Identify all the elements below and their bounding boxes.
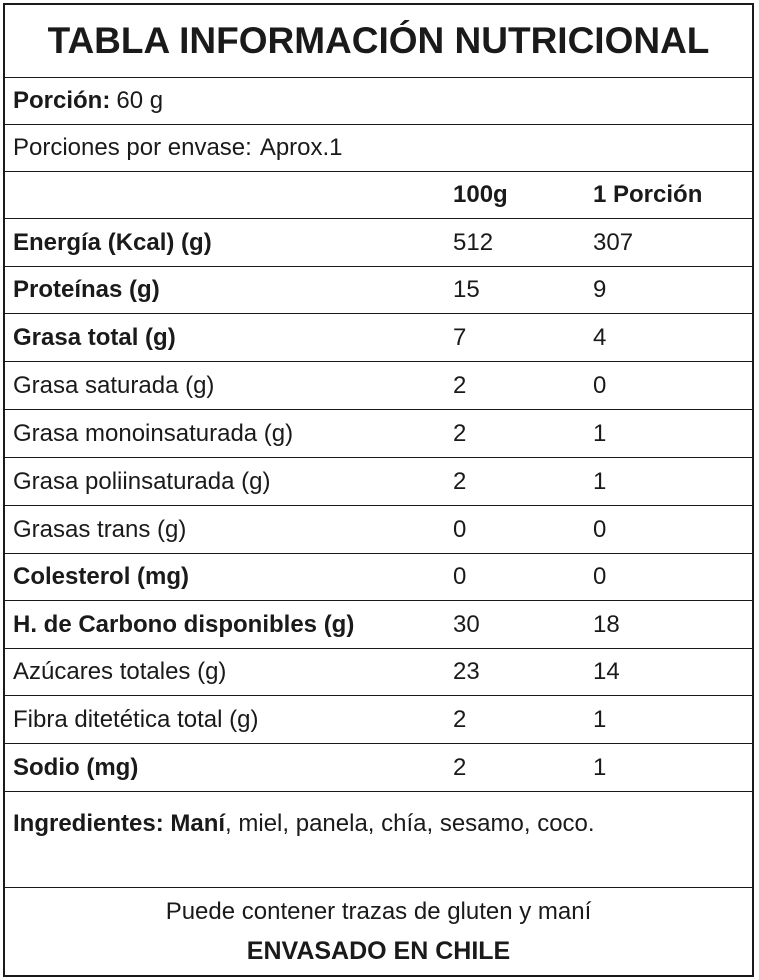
value-portion: 0: [593, 515, 607, 543]
value-portion: 0: [593, 371, 607, 399]
table-row-fiber: Fibra ditetética total (g) 2 1: [5, 696, 752, 744]
table-row-cholesterol: Colesterol (mg) 0 0: [5, 554, 752, 601]
value-portion: 9: [593, 276, 607, 303]
value-100g: 7: [453, 323, 467, 351]
ingredients-first: Maní: [170, 810, 226, 837]
nutrient-name: Energía (Kcal) (g): [13, 228, 212, 256]
nutrient-name: Grasa saturada (g): [13, 371, 215, 399]
table-row-saturated-fat: Grasa saturada (g) 2 0: [5, 362, 752, 410]
column-header-100g: 100g: [453, 181, 508, 208]
value-100g: 2: [453, 705, 467, 733]
servings-label: Porciones por envase:: [13, 134, 252, 161]
value-100g: 2: [453, 753, 467, 781]
portion-value: 60 g: [116, 87, 164, 114]
nutrient-name: Grasa total (g): [13, 323, 176, 351]
servings-value: Aprox.1: [259, 134, 343, 161]
portion-row: Porción: 60 g: [5, 78, 752, 125]
value-100g: 2: [453, 371, 467, 399]
table-row-protein: Proteínas (g) 15 9: [5, 267, 752, 314]
table-row-energy: Energía (Kcal) (g) 512 307: [5, 219, 752, 267]
value-portion: 18: [593, 610, 620, 638]
label-title: TABLA INFORMACIÓN NUTRICIONAL: [5, 5, 752, 78]
nutrition-label: TABLA INFORMACIÓN NUTRICIONAL Porción: 6…: [3, 3, 754, 977]
table-row-sugars: Azúcares totales (g) 23 14: [5, 649, 752, 696]
table-row-monounsaturated-fat: Grasa monoinsaturada (g) 2 1: [5, 410, 752, 458]
table-row-total-fat: Grasa total (g) 7 4: [5, 314, 752, 362]
value-100g: 0: [453, 563, 467, 590]
nutrient-name: Grasa monoinsaturada (g): [13, 419, 294, 447]
ingredients-section: Ingredientes: Maní, miel, panela, chía, …: [5, 792, 752, 888]
value-portion: 4: [593, 323, 607, 351]
value-portion: 0: [593, 563, 607, 590]
value-100g: 15: [453, 276, 480, 303]
servings-row: Porciones por envase: Aprox.1: [5, 125, 752, 172]
nutrient-name: H. de Carbono disponibles (g): [13, 610, 355, 638]
value-portion: 307: [593, 228, 634, 256]
allergen-warning: Puede contener trazas de gluten y maní: [165, 898, 592, 925]
nutrient-name: Grasas trans (g): [13, 515, 187, 543]
value-portion: 1: [593, 705, 607, 733]
column-header-portion: 1 Porción: [593, 181, 703, 208]
table-header-row: 100g 1 Porción: [5, 172, 752, 219]
value-portion: 1: [593, 753, 607, 781]
nutrient-name: Proteínas (g): [13, 276, 160, 303]
value-100g: 512: [453, 228, 494, 256]
nutrient-name: Grasa poliinsaturada (g): [13, 467, 271, 495]
value-100g: 2: [453, 467, 467, 495]
nutrient-name: Colesterol (mg): [13, 563, 190, 590]
value-portion: 1: [593, 419, 607, 447]
value-100g: 0: [453, 515, 467, 543]
table-row-carbohydrates: H. de Carbono disponibles (g) 30 18: [5, 601, 752, 649]
table-row-sodium: Sodio (mg) 2 1: [5, 744, 752, 792]
table-row-polyunsaturated-fat: Grasa poliinsaturada (g) 2 1: [5, 458, 752, 506]
value-portion: 14: [593, 658, 620, 685]
origin-text: ENVASADO EN CHILE: [246, 937, 511, 965]
value-100g: 2: [453, 419, 467, 447]
ingredients-label: Ingredientes:: [13, 810, 164, 837]
nutrient-name: Sodio (mg): [13, 753, 139, 781]
value-100g: 30: [453, 610, 480, 638]
value-portion: 1: [593, 467, 607, 495]
ingredients-rest: , miel, panela, chía, sesamo, coco.: [225, 810, 595, 837]
value-100g: 23: [453, 658, 480, 685]
nutrient-name: Fibra ditetética total (g): [13, 705, 259, 733]
portion-label: Porción:: [13, 87, 111, 114]
nutrient-name: Azúcares totales (g): [13, 658, 227, 685]
table-row-trans-fat: Grasas trans (g) 0 0: [5, 506, 752, 554]
